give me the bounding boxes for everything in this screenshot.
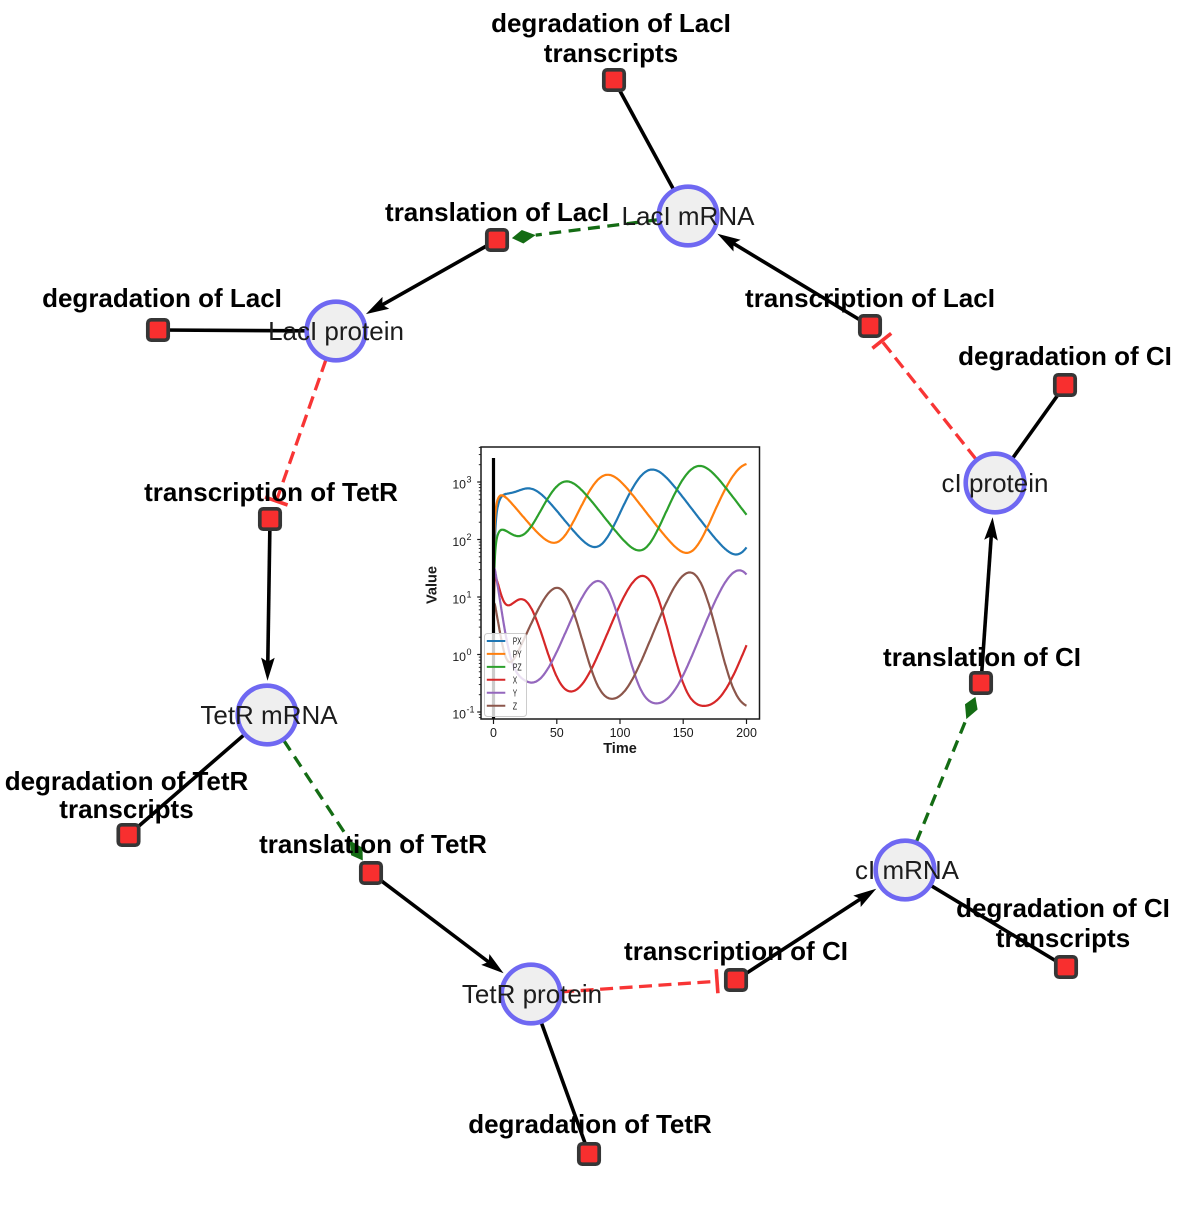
svg-text:transcription of CI: transcription of CI <box>624 936 848 966</box>
svg-text:10: 10 <box>452 650 466 664</box>
svg-text:PY: PY <box>513 650 522 661</box>
svg-text:degradation of CI: degradation of CI <box>958 341 1172 371</box>
svg-text:PZ: PZ <box>513 663 522 674</box>
svg-text:50: 50 <box>550 726 564 740</box>
svg-text:transcripts: transcripts <box>544 38 678 68</box>
svg-text:X: X <box>513 675 517 686</box>
svg-text:150: 150 <box>673 726 694 740</box>
svg-text:-1: -1 <box>467 705 475 715</box>
svg-text:200: 200 <box>736 726 757 740</box>
svg-text:degradation of LacI: degradation of LacI <box>491 8 731 38</box>
svg-text:translation of TetR: translation of TetR <box>259 829 487 859</box>
svg-text:TetR protein: TetR protein <box>462 979 602 1009</box>
svg-text:0: 0 <box>490 726 497 740</box>
svg-text:cI mRNA: cI mRNA <box>855 855 960 885</box>
svg-text:10: 10 <box>452 592 466 606</box>
svg-text:Y: Y <box>513 688 517 699</box>
svg-text:2: 2 <box>467 532 472 542</box>
svg-text:Value: Value <box>425 566 441 604</box>
svg-text:0: 0 <box>467 647 472 657</box>
svg-text:cI protein: cI protein <box>942 468 1049 498</box>
svg-text:LacI protein: LacI protein <box>268 316 404 346</box>
svg-text:degradation of LacI: degradation of LacI <box>42 283 282 313</box>
svg-text:1: 1 <box>467 590 472 600</box>
svg-text:10: 10 <box>452 477 466 491</box>
svg-text:PX: PX <box>513 637 522 648</box>
svg-text:100: 100 <box>610 726 631 740</box>
svg-text:translation of LacI: translation of LacI <box>385 197 609 227</box>
svg-text:Z: Z <box>513 701 517 712</box>
svg-text:TetR mRNA: TetR mRNA <box>200 700 338 730</box>
svg-text:LacI mRNA: LacI mRNA <box>622 201 756 231</box>
svg-text:10: 10 <box>452 535 466 549</box>
svg-text:transcripts: transcripts <box>996 923 1130 953</box>
svg-text:10: 10 <box>452 707 466 721</box>
svg-text:degradation of TetR: degradation of TetR <box>5 766 249 796</box>
svg-text:3: 3 <box>467 475 472 485</box>
svg-text:degradation of CI: degradation of CI <box>956 893 1170 923</box>
svg-text:Time: Time <box>603 741 637 757</box>
svg-text:transcripts: transcripts <box>59 794 193 824</box>
svg-text:degradation of TetR: degradation of TetR <box>468 1109 712 1139</box>
svg-text:translation of CI: translation of CI <box>883 642 1081 672</box>
svg-text:transcription of TetR: transcription of TetR <box>144 477 398 507</box>
svg-text:transcription of LacI: transcription of LacI <box>745 283 995 313</box>
